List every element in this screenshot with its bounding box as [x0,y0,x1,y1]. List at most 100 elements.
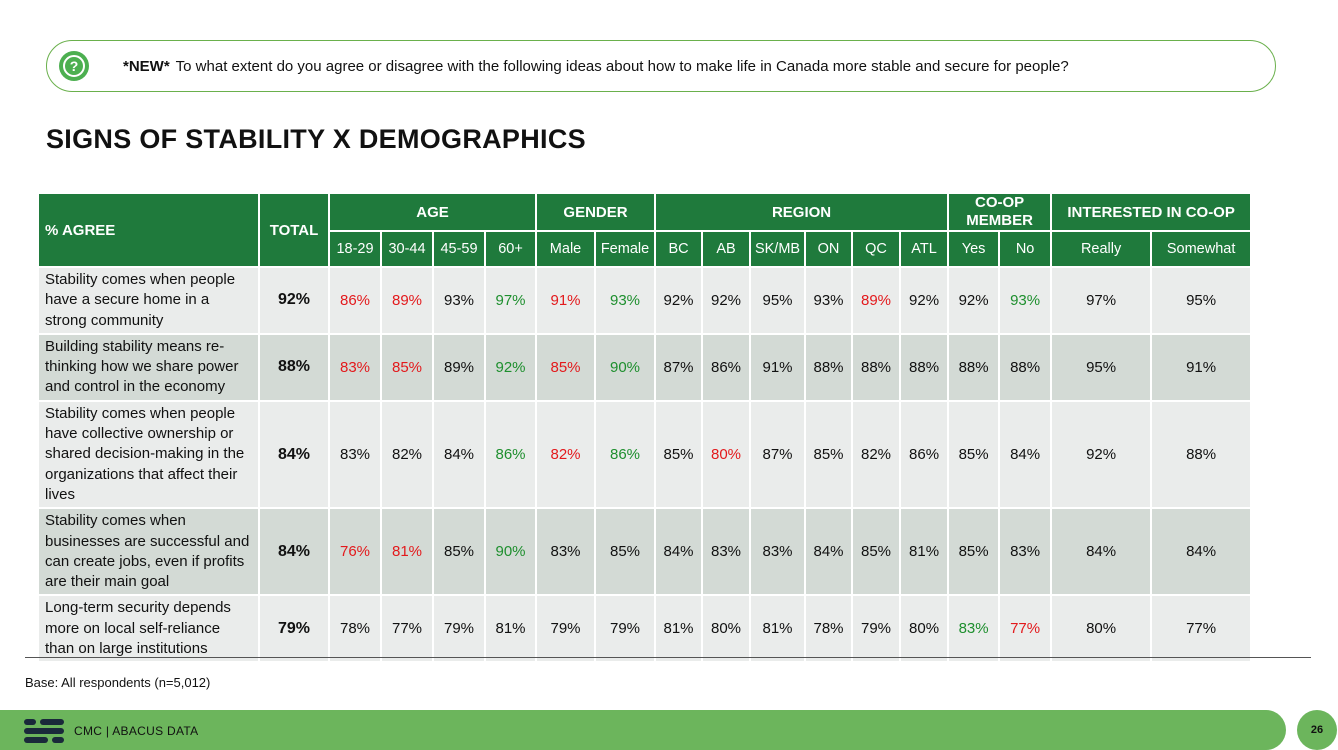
value-cell: 83% [701,507,752,597]
value-cell: 81% [749,594,807,664]
value-cell: 90% [483,507,538,597]
value-cell: 93% [998,266,1053,335]
question-text-container: *NEW* To what extent do you agree or disa… [123,58,1069,75]
cmc-logo-icon [24,719,64,743]
divider-line [25,657,1311,658]
value-cell: 77% [1150,594,1253,664]
value-cell: 79% [432,594,486,664]
page-number: 26 [1297,710,1337,750]
value-cell: 89% [851,266,902,335]
subheader-cell: ON [804,230,854,268]
value-cell: 88% [804,332,854,402]
question-text: To what extent do you agree or disagree … [175,57,1069,75]
value-cell: 78% [804,594,854,664]
value-cell: 84% [998,399,1053,510]
base-note: Base: All respondents (n=5,012) [25,675,211,690]
footer-bar [0,710,1286,750]
value-cell: 76% [328,507,382,597]
subheader-cell: Male [535,230,597,268]
question-banner: ? *NEW* To what extent do you agree or di… [46,40,1276,92]
value-cell: 80% [899,594,950,664]
page-title: SIGNS OF STABILITY X DEMOGRAPHICS [46,124,586,154]
value-cell: 88% [998,332,1053,402]
value-cell: 81% [654,594,704,664]
value-cell: 92% [947,266,1001,335]
row-label: Stability comes when people have collect… [37,399,260,510]
value-cell: 97% [483,266,538,335]
question-bubble-icon: ? [59,51,89,81]
value-cell: 83% [535,507,597,597]
row-label: Stability comes when businesses are succ… [37,507,260,597]
value-cell: 84% [1050,507,1153,597]
value-cell: 86% [701,332,752,402]
value-cell: 95% [749,266,807,335]
agree-header: % AGREE [37,192,260,268]
value-cell: 86% [483,399,538,510]
value-cell: 80% [701,594,752,664]
interested-group-header: INTERESTED IN CO-OP [1050,192,1253,232]
value-cell: 84% [432,399,486,510]
value-cell: 81% [483,594,538,664]
value-cell: 84% [1150,507,1253,597]
question-prefix: *NEW* [123,57,170,75]
value-cell: 88% [899,332,950,402]
value-cell: 77% [998,594,1053,664]
value-cell: 97% [1050,266,1153,335]
demographics-table: % AGREE TOTAL AGE GENDER REGION CO-OP MEM… [37,192,1253,664]
value-cell: 85% [947,507,1001,597]
value-cell: 92% [899,266,950,335]
subheader-cell: 18-29 [328,230,382,268]
value-cell: 95% [1050,332,1153,402]
value-cell: 84% [804,507,854,597]
value-cell: 90% [594,332,657,402]
value-cell: 86% [899,399,950,510]
value-cell: 91% [1150,332,1253,402]
age-group-header: AGE [327,192,538,232]
value-cell: 79% [594,594,657,664]
value-cell: 81% [899,507,950,597]
value-cell: 85% [851,507,902,597]
subheader-cell: BC [654,230,704,268]
value-cell: 80% [701,399,752,510]
value-cell: 83% [749,507,807,597]
table-row: Long-term security depends more on local… [37,594,1253,664]
value-cell: 79% [535,594,597,664]
value-cell: 83% [998,507,1053,597]
table-row: Stability comes when people have collect… [37,399,1253,510]
row-label: Building stability means re-thinking how… [37,332,260,402]
value-cell: 85% [535,332,597,402]
value-cell: 85% [947,399,1001,510]
value-cell: 86% [328,266,382,335]
subheader-cell: No [998,230,1053,268]
value-cell: 85% [654,399,704,510]
value-cell: 83% [328,332,382,402]
total-cell: 84% [258,507,330,597]
table-row: Stability comes when people have a secur… [37,266,1253,335]
value-cell: 81% [380,507,434,597]
value-cell: 80% [1050,594,1153,664]
value-cell: 82% [851,399,902,510]
value-cell: 85% [594,507,657,597]
subheader-cell: 60+ [483,230,538,268]
value-cell: 88% [1150,399,1253,510]
value-cell: 82% [380,399,434,510]
value-cell: 85% [432,507,486,597]
subheader-cell: Really [1050,230,1153,268]
gender-group-header: GENDER [535,192,657,232]
total-cell: 92% [258,266,330,335]
value-cell: 87% [654,332,704,402]
value-cell: 92% [654,266,704,335]
subheader-cell: QC [851,230,902,268]
value-cell: 83% [328,399,382,510]
subheader-cell: 30-44 [380,230,434,268]
value-cell: 84% [654,507,704,597]
total-cell: 88% [258,332,330,402]
value-cell: 83% [947,594,1001,664]
subheader-cell: Somewhat [1150,230,1253,268]
value-cell: 93% [804,266,854,335]
region-group-header: REGION [654,192,950,232]
footer-text: CMC | ABACUS DATA [74,724,199,738]
value-cell: 92% [483,332,538,402]
subheader-cell: 45-59 [432,230,486,268]
value-cell: 89% [432,332,486,402]
